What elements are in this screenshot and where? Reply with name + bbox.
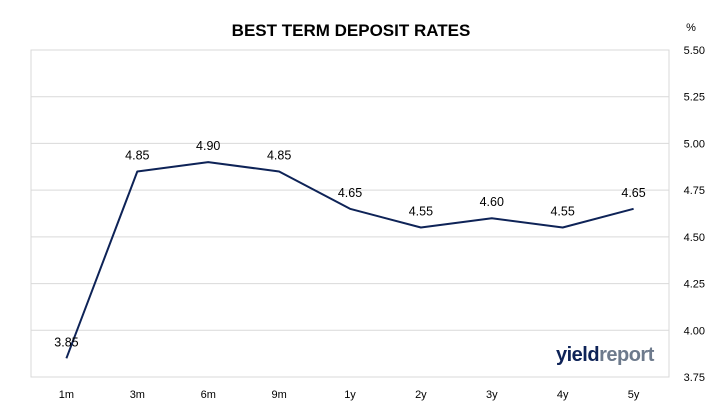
- data-label: 4.65: [338, 186, 362, 200]
- y-tick-label: 4.25: [684, 279, 705, 291]
- data-label: 4.55: [409, 205, 433, 219]
- x-tick-label: 2y: [415, 389, 427, 401]
- plot-area: [30, 49, 670, 378]
- series-line: [65, 161, 634, 359]
- y-tick-label: 3.75: [684, 372, 705, 384]
- series-layer: [65, 161, 634, 359]
- data-label: 4.85: [267, 148, 291, 162]
- gridlines: [31, 96, 669, 331]
- data-label: 4.55: [550, 205, 574, 219]
- x-tick-label: 1m: [59, 389, 74, 401]
- x-tick-label: 6m: [201, 389, 216, 401]
- logo-part-report: report: [599, 344, 654, 366]
- data-label: 3.85: [54, 335, 78, 349]
- y-tick-label: 4.00: [684, 325, 705, 337]
- y-axis-unit-label: %: [686, 22, 696, 34]
- x-tick-label: 3y: [486, 389, 498, 401]
- y-axis-ticks: 5.50 5.25 5.00 4.75 4.50 4.25 4.00 3.75: [684, 45, 705, 384]
- x-tick-label: 4y: [557, 389, 569, 401]
- data-labels: 3.85 4.85 4.90 4.85 4.65 4.55 4.60 4.55 4.65: [54, 139, 645, 349]
- logo-part-yield: yield: [556, 344, 600, 366]
- x-tick-label: 9m: [271, 389, 286, 401]
- data-label: 4.60: [480, 195, 504, 209]
- yieldreport-logo: yieldreport: [556, 345, 654, 365]
- data-label: 4.85: [125, 148, 149, 162]
- x-tick-label: 3m: [130, 389, 145, 401]
- data-label: 4.90: [196, 139, 220, 153]
- y-tick-label: 5.00: [684, 138, 705, 150]
- y-tick-label: 4.75: [684, 185, 705, 197]
- x-tick-label: 5y: [628, 389, 640, 401]
- x-axis-ticks: 1m 3m 6m 9m 1y 2y 3y 4y 5y: [59, 389, 640, 401]
- y-tick-label: 5.50: [684, 45, 705, 57]
- y-tick-label: 4.50: [684, 232, 705, 244]
- chart-title: BEST TERM DEPOSIT RATES: [232, 21, 471, 40]
- data-label: 4.65: [621, 186, 645, 200]
- y-tick-label: 5.25: [684, 92, 705, 104]
- x-tick-label: 1y: [344, 389, 356, 401]
